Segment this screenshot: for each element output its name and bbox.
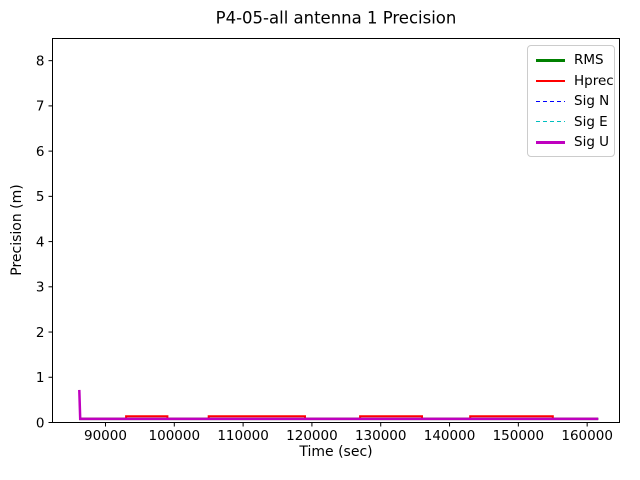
svg-text:160000: 160000 bbox=[561, 428, 613, 444]
legend-line-rms-icon bbox=[536, 58, 565, 62]
y-axis-label: Precision (m) bbox=[9, 184, 25, 276]
svg-text:120000: 120000 bbox=[286, 428, 338, 444]
legend-item-hprec: Hprec bbox=[528, 71, 614, 92]
legend-label-sig-n: Sig N bbox=[574, 93, 610, 110]
x-axis-label: Time (sec) bbox=[299, 444, 373, 460]
svg-text:140000: 140000 bbox=[424, 428, 476, 444]
svg-text:6: 6 bbox=[36, 144, 45, 160]
svg-text:7: 7 bbox=[36, 99, 45, 115]
svg-text:8: 8 bbox=[36, 53, 45, 69]
svg-text:3: 3 bbox=[36, 280, 45, 296]
legend: RMS Hprec Sig N Sig E Sig U bbox=[527, 45, 615, 157]
legend-item-sig-u: Sig U bbox=[528, 132, 614, 153]
legend-line-sig-n-icon bbox=[536, 100, 565, 102]
svg-text:4: 4 bbox=[36, 234, 45, 250]
legend-line-hprec-icon bbox=[536, 79, 565, 82]
svg-text:150000: 150000 bbox=[493, 428, 545, 444]
legend-line-sig-e-icon bbox=[536, 121, 565, 123]
legend-item-rms: RMS bbox=[528, 50, 614, 71]
svg-text:0: 0 bbox=[36, 415, 45, 431]
legend-line-sig-u-icon bbox=[536, 140, 565, 144]
svg-text:130000: 130000 bbox=[355, 428, 407, 444]
legend-item-sig-n: Sig N bbox=[528, 91, 614, 112]
svg-text:90000: 90000 bbox=[84, 428, 127, 444]
legend-label-rms: RMS bbox=[574, 52, 604, 69]
legend-label-hprec: Hprec bbox=[574, 72, 614, 89]
svg-text:5: 5 bbox=[36, 189, 45, 205]
legend-item-sig-e: Sig E bbox=[528, 112, 614, 133]
svg-text:1: 1 bbox=[36, 370, 45, 386]
legend-label-sig-e: Sig E bbox=[574, 113, 608, 130]
legend-label-sig-u: Sig U bbox=[574, 134, 610, 151]
svg-text:2: 2 bbox=[36, 325, 45, 341]
svg-text:100000: 100000 bbox=[149, 428, 201, 444]
svg-text:110000: 110000 bbox=[217, 428, 269, 444]
chart-title: P4-05-all antenna 1 Precision bbox=[215, 8, 457, 28]
